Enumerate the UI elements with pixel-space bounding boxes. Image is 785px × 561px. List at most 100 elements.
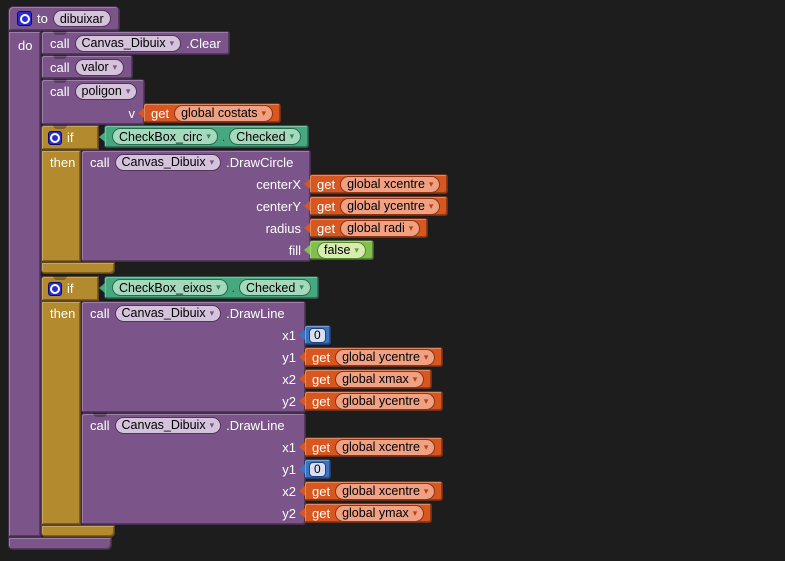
arg-label-y2: y2 (282, 393, 296, 409)
get-global-costats-block[interactable]: get global costats (143, 103, 282, 123)
procedure-dropdown[interactable]: valor (74, 58, 125, 76)
dropdown-arrow-icon (424, 487, 429, 496)
call-clear-block[interactable]: call Canvas_Dibuix .Clear (41, 31, 230, 55)
keyword-get: get (151, 105, 170, 121)
dropdown-arrow-icon (413, 375, 418, 384)
keyword-if: if (67, 130, 74, 145)
variable-dropdown[interactable]: global ycentre (335, 348, 436, 366)
procedure-body-stack: call Canvas_Dibuix .Clear call valor (41, 31, 449, 537)
procedure-header[interactable]: to dibuixar (8, 6, 120, 31)
component-dropdown[interactable]: CheckBox_eixos (112, 279, 228, 296)
keyword-get: get (317, 198, 336, 214)
call-drawcircle-block[interactable]: call Canvas_Dibuix .DrawCircle centerX c… (81, 150, 449, 262)
component-dropdown[interactable]: Canvas_Dibuix (114, 153, 222, 171)
get-global-ycentre-block[interactable]: get global ycentre (309, 196, 449, 216)
get-global-ycentre-block[interactable]: get global ycentre (304, 391, 444, 411)
variable-dropdown[interactable]: global radi (340, 219, 421, 237)
variable-name: global ycentre (347, 199, 425, 213)
method-name: .DrawCircle (226, 154, 294, 170)
arg-label-x2: x2 (282, 483, 296, 499)
property-dropdown[interactable]: Checked (229, 128, 302, 145)
arg-label-radius: radius (265, 220, 301, 236)
keyword-call: call (50, 35, 70, 51)
arg-label-x1: x1 (282, 327, 296, 343)
dropdown-arrow-icon (413, 509, 418, 518)
get-global-radi-block[interactable]: get global radi (309, 218, 429, 238)
component-dropdown[interactable]: Canvas_Dibuix (114, 304, 222, 322)
method-name: .DrawLine (226, 305, 285, 321)
dropdown-arrow-icon (206, 132, 211, 141)
keyword-then: then (50, 155, 76, 170)
variable-dropdown[interactable]: global xcentre (335, 482, 436, 500)
procedure-name: poligon (81, 84, 122, 98)
get-global-xcentre-block[interactable]: get global xcentre (309, 174, 449, 194)
keyword-call: call (90, 305, 110, 321)
component-dropdown[interactable]: CheckBox_circ (112, 128, 218, 145)
variable-dropdown[interactable]: global ycentre (340, 197, 441, 215)
number-zero-block[interactable]: 0 (304, 459, 331, 479)
number-field[interactable]: 0 (309, 461, 326, 477)
get-global-xcentre-block[interactable]: get global xcentre (304, 481, 444, 501)
if-foot (41, 525, 115, 537)
keyword-call: call (90, 417, 110, 433)
procedure-name-field[interactable]: dibuixar (52, 10, 111, 27)
number-value: 0 (314, 328, 321, 342)
dropdown-arrow-icon (354, 246, 359, 255)
procedure-foot (8, 537, 112, 550)
property-dropdown[interactable]: Checked (238, 279, 311, 296)
call-poligon-block[interactable]: call poligon v get global costats (41, 79, 282, 125)
arg-label-x2: x2 (282, 371, 296, 387)
dropdown-arrow-icon (424, 443, 429, 452)
component-dropdown[interactable]: Canvas_Dibuix (114, 416, 222, 434)
component-name: Canvas_Dibuix (81, 36, 166, 50)
call-drawline-header: call Canvas_Dibuix .DrawLine (82, 302, 305, 324)
if-circ-block[interactable]: if CheckBox_circ . Checked (41, 125, 449, 274)
call-drawcircle-header: call Canvas_Dibuix .DrawCircle (82, 151, 310, 173)
procedure-dropdown[interactable]: poligon (74, 82, 138, 100)
get-global-xcentre-block[interactable]: get global xcentre (304, 437, 444, 457)
number-zero-block[interactable]: 0 (304, 325, 331, 345)
logic-dropdown[interactable]: false (317, 241, 366, 259)
call-drawline1-block[interactable]: call Canvas_Dibuix .DrawLine x1 y1 x2 (81, 301, 444, 413)
arg-label: v (128, 105, 136, 121)
if-header[interactable]: if (41, 276, 99, 301)
variable-dropdown[interactable]: global ymax (335, 504, 425, 522)
checkbox-eixos-checked-block[interactable]: CheckBox_eixos . Checked (104, 276, 319, 299)
keyword-call: call (50, 83, 70, 99)
variable-dropdown[interactable]: global xcentre (340, 175, 441, 193)
variable-dropdown[interactable]: global ycentre (335, 392, 436, 410)
if-eixos-block[interactable]: if CheckBox_eixos . Checked (41, 276, 444, 537)
variable-name: global xcentre (342, 440, 420, 454)
variable-name: global xmax (342, 372, 409, 386)
variable-name: global radi (347, 221, 405, 235)
component-dropdown[interactable]: Canvas_Dibuix (74, 34, 182, 52)
method-name: .DrawLine (226, 417, 285, 433)
mutator-gear-icon[interactable] (48, 130, 62, 145)
if-then-spine: then (41, 150, 81, 262)
variable-name: global xcentre (342, 484, 420, 498)
logic-false-block[interactable]: false (309, 240, 374, 260)
if-header[interactable]: if (41, 125, 99, 150)
keyword-get: get (312, 371, 331, 387)
get-global-ymax-block[interactable]: get global ymax (304, 503, 433, 523)
mutator-gear-icon[interactable] (17, 11, 32, 26)
dropdown-arrow-icon (290, 132, 295, 141)
dropdown-arrow-icon (210, 309, 215, 318)
procedure-block[interactable]: to dibuixar do call Canvas_Dibuix .Clear (8, 6, 449, 550)
number-field[interactable]: 0 (309, 327, 326, 343)
property-dot: . (221, 129, 226, 144)
variable-dropdown[interactable]: global xmax (335, 370, 425, 388)
variable-dropdown[interactable]: global xcentre (335, 438, 436, 456)
call-drawline2-block[interactable]: call Canvas_Dibuix .DrawLine x1 y1 x2 (81, 413, 444, 525)
dropdown-arrow-icon (429, 202, 434, 211)
get-global-xmax-block[interactable]: get global xmax (304, 369, 433, 389)
checkbox-circ-checked-block[interactable]: CheckBox_circ . Checked (104, 125, 310, 148)
keyword-get: get (312, 393, 331, 409)
call-valor-block[interactable]: call valor (41, 55, 134, 79)
mutator-gear-icon[interactable] (48, 281, 62, 296)
variable-dropdown[interactable]: global costats (174, 104, 274, 122)
get-global-ycentre-block[interactable]: get global ycentre (304, 347, 444, 367)
variable-name: global ymax (342, 506, 409, 520)
dropdown-arrow-icon (409, 224, 414, 233)
